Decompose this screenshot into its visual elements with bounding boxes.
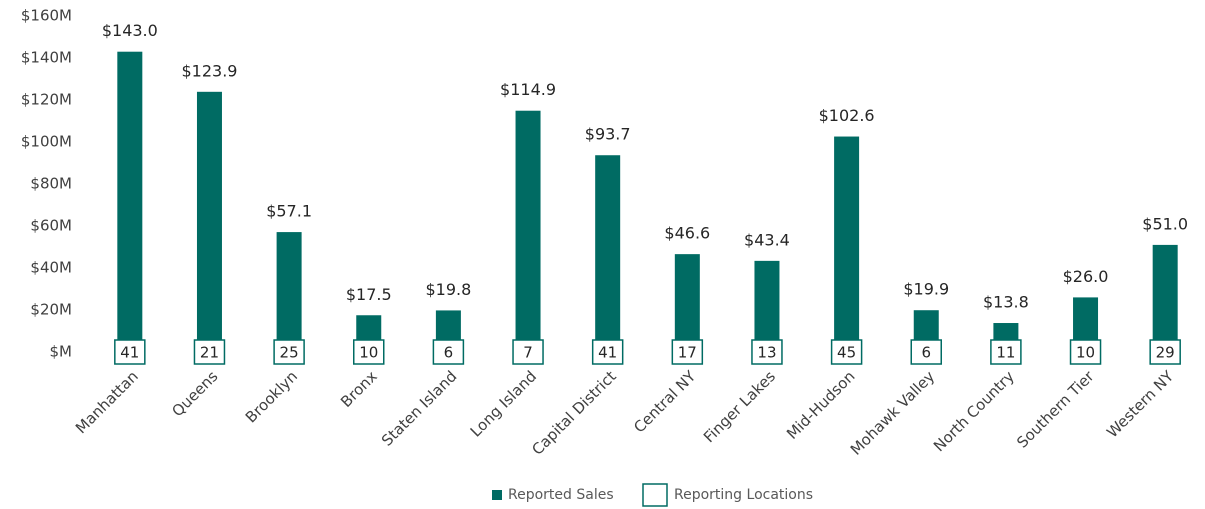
y-tick-label: $M: [50, 343, 73, 361]
data-label: $93.7: [585, 125, 631, 144]
x-tick-label: Finger Lakes: [700, 367, 779, 446]
location-box: [432, 339, 465, 365]
location-box: [1069, 339, 1102, 365]
x-tick-label: Mid-Hudson: [783, 367, 859, 443]
data-label: $19.8: [425, 280, 471, 299]
location-box: [591, 339, 624, 365]
legend: Reported Sales Reporting Locations: [492, 483, 813, 507]
location-count: 6: [444, 344, 454, 362]
location-box: [1149, 339, 1181, 365]
location-count: 6: [921, 344, 931, 362]
location-box: [910, 339, 942, 365]
location-box: [671, 339, 704, 365]
data-label: $57.1: [266, 202, 312, 221]
location-count: 45: [837, 344, 856, 362]
location-count: 29: [1156, 344, 1175, 362]
y-tick-label: $80M: [30, 175, 72, 193]
x-tick-label: Western NY: [1103, 367, 1178, 442]
data-label: $17.5: [346, 285, 392, 304]
data-label: $46.6: [664, 224, 710, 243]
legend-label: Reporting Locations: [674, 487, 813, 503]
x-tick-label: Southern Tier: [1013, 367, 1098, 452]
x-tick-label: Central NY: [630, 367, 700, 437]
location-box: [114, 339, 146, 365]
y-tick-label: $160M: [21, 7, 72, 25]
x-tick-label: Bronx: [337, 367, 381, 411]
location-count: 7: [523, 344, 533, 362]
location-count: 25: [280, 344, 299, 362]
data-label: $19.9: [903, 280, 949, 299]
location-box: [830, 339, 863, 365]
data-label: $43.4: [744, 230, 790, 249]
bar: [196, 91, 222, 352]
data-label: $123.9: [181, 61, 237, 80]
location-box: [990, 339, 1022, 365]
location-box: [751, 339, 783, 365]
x-tick-label: Long Island: [467, 367, 540, 440]
y-tick-label: $40M: [30, 259, 72, 277]
bar: [595, 155, 621, 352]
x-tick-label: Mohawk Valley: [847, 367, 938, 458]
legend-swatch: [492, 490, 502, 500]
y-tick-label: $20M: [30, 301, 72, 319]
data-label: $26.0: [1063, 267, 1109, 286]
legend-swatch: [642, 483, 668, 507]
y-tick-label: $60M: [30, 217, 72, 235]
y-tick-label: $140M: [21, 49, 72, 67]
data-label: $143.0: [102, 21, 158, 40]
location-count: 21: [200, 344, 219, 362]
y-tick-label: $120M: [21, 91, 72, 109]
x-tick-label: North Country: [930, 367, 1018, 455]
y-tick-label: $100M: [21, 133, 72, 151]
bar: [276, 232, 302, 352]
location-box: [193, 339, 226, 365]
location-box: [353, 339, 385, 365]
location-count: 10: [359, 344, 378, 362]
location-count: 11: [996, 344, 1015, 362]
data-label: $13.8: [983, 293, 1029, 312]
data-label: $51.0: [1142, 214, 1188, 233]
bar: [515, 110, 541, 353]
location-count: 13: [757, 344, 776, 362]
data-label: $114.9: [500, 80, 556, 99]
location-box: [512, 339, 544, 365]
x-tick-label: Queens: [168, 367, 221, 420]
location-count: 17: [678, 344, 697, 362]
x-tick-label: Manhattan: [72, 367, 142, 437]
x-tick-label: Capital District: [528, 367, 619, 458]
location-box: [273, 339, 305, 365]
bar: [674, 254, 700, 352]
bar: [834, 136, 860, 352]
location-count: 41: [598, 344, 617, 362]
legend-label: Reported Sales: [508, 487, 614, 503]
x-tick-label: Staten Island: [378, 367, 460, 449]
bar: [117, 51, 143, 352]
location-count: 10: [1076, 344, 1095, 362]
bar: [754, 260, 780, 352]
bar: [1152, 244, 1178, 352]
data-label: $102.6: [819, 106, 875, 125]
x-tick-label: Brooklyn: [242, 367, 301, 426]
location-count: 41: [120, 344, 139, 362]
